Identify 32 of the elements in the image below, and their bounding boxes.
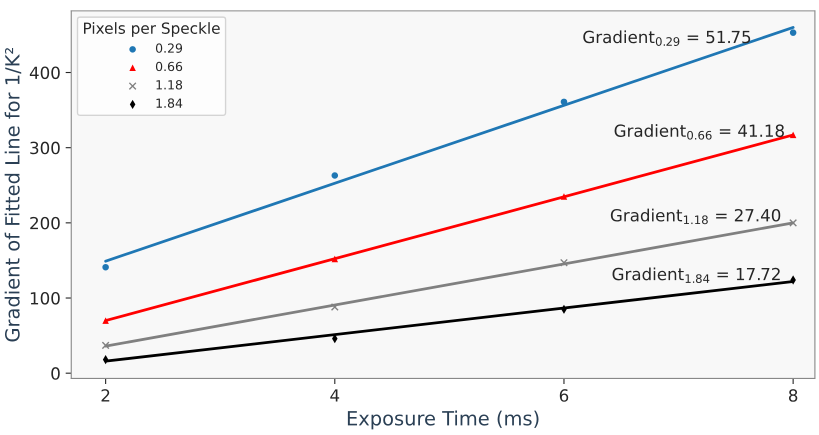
point — [102, 264, 109, 270]
point — [790, 132, 796, 138]
legend-label: 0.29 — [156, 43, 182, 53]
y-tick-label: 0 — [51, 367, 60, 380]
annotation: Gradient$_{0.66}$ = 41.18 — [614, 124, 784, 140]
point — [330, 303, 339, 311]
legend-title: Pixels per Speckle — [84, 22, 220, 37]
point — [789, 218, 798, 227]
legend-label: 0.66 — [156, 62, 182, 72]
y-tick-label: 300 — [30, 142, 60, 154]
x-axis-title: Exposure Time (ms) — [348, 410, 539, 430]
y-tick-label: 400 — [30, 66, 60, 80]
x-tick-label: 2 — [102, 389, 110, 402]
annotation: Gradient$_{0.29}$ = 51.75 — [583, 30, 750, 46]
y-tick-label: 100 — [30, 292, 60, 305]
annotation: Gradient$_{1.18}$ = 27.40 — [610, 208, 780, 224]
x-tick-label: 6 — [560, 389, 568, 402]
point — [332, 172, 338, 179]
point — [560, 193, 568, 200]
point — [560, 98, 568, 106]
point — [332, 256, 338, 262]
x-tick-label: 4 — [330, 389, 340, 402]
point — [102, 341, 110, 350]
y-tick-label: 200 — [30, 216, 60, 230]
x-tick-label: 8 — [788, 389, 798, 402]
legend-label: 1.18 — [156, 80, 182, 90]
y-axis-title: Gradient of Fitted Line for 1/K² — [4, 48, 22, 342]
point — [790, 29, 796, 36]
point — [102, 317, 109, 324]
legend-label: 1.84 — [156, 98, 182, 108]
annotation: Gradient$_{1.84}$ = 17.72 — [612, 267, 780, 284]
point — [560, 258, 568, 267]
